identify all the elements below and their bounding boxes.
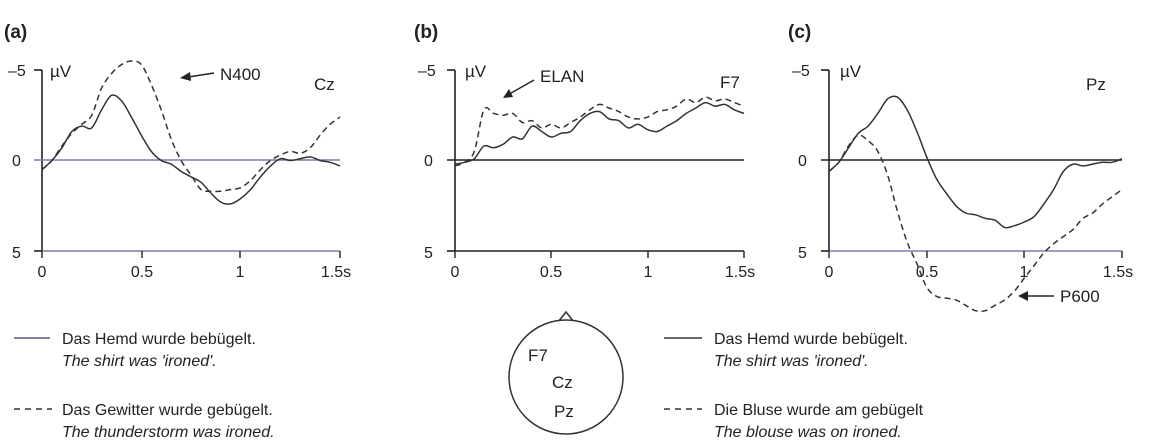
panel-a-xtick-05: 0.5 — [131, 264, 153, 281]
legend-c-dashed-en: The blouse was on ironed. — [714, 424, 902, 441]
panel-c-ytick-neg5: –5 — [792, 63, 810, 80]
panel-c-series-dashed — [828, 134, 1123, 313]
panel-c-letter: (c) — [788, 22, 811, 43]
panel-b-xtick-1: 1 — [644, 264, 653, 281]
panel-b-xtick-15: 1.5s — [725, 264, 755, 281]
panel-a-xtick-15: 1.5s — [321, 264, 351, 281]
panel-a: (a) –5 µV 0 5 0 0.5 1 1.5s Cz N400 — [4, 22, 351, 281]
panel-a-xtick-0: 0 — [38, 264, 47, 281]
panel-a-electrode-label: Cz — [314, 75, 335, 94]
legend-c-solid-en: The shirt was 'ironed'. — [714, 353, 869, 370]
panel-c-xtick-0: 0 — [825, 264, 834, 281]
electrode-head-map: F7 Cz Pz — [508, 310, 624, 435]
panel-b-xtick-05: 0.5 — [540, 264, 562, 281]
legend-a-solid-en: The shirt was 'ironed'. — [62, 353, 217, 370]
panel-b-annotation-arrowhead — [503, 89, 513, 98]
panel-a-unit-label: µV — [50, 62, 72, 81]
panel-c: (c) –5 µV 0 5 0 0.5 1 1.5s Pz P600 — [788, 22, 1133, 313]
panel-c-ytick-5: 5 — [798, 245, 807, 262]
panel-b: (b) –5 µV 0 5 0 0.5 1 1.5s F7 ELAN — [414, 22, 755, 281]
panel-a-series-solid — [41, 94, 341, 205]
panel-a-series-dashed — [41, 60, 341, 193]
head-label-f7: F7 — [528, 346, 548, 365]
panel-b-electrode-label: F7 — [720, 73, 740, 92]
panel-c-xtick-15: 1.5s — [1103, 264, 1133, 281]
legend-c: Das Hemd wurde bebügelt. The shirt was '… — [664, 331, 924, 441]
panel-c-xtick-1: 1 — [1020, 264, 1029, 281]
panel-c-xtick-05: 0.5 — [916, 264, 938, 281]
panel-a-annotation-label: N400 — [220, 65, 261, 84]
legend-c-dashed-de: Die Bluse wurde am gebügelt — [714, 402, 924, 419]
panel-a-annotation-arrowhead — [180, 72, 191, 81]
panel-c-annotation-arrowhead — [1018, 291, 1028, 301]
head-label-cz: Cz — [552, 373, 573, 392]
panel-b-series-solid — [454, 101, 745, 165]
legend-a-dashed-de: Das Gewitter wurde gebügelt. — [62, 402, 273, 419]
legend-a-solid-de: Das Hemd wurde bebügelt. — [62, 331, 256, 348]
panel-c-annotation-label: P600 — [1060, 287, 1100, 306]
head-label-pz: Pz — [554, 402, 574, 421]
legend-a: Das Hemd wurde bebügelt. The shirt was '… — [14, 331, 275, 441]
panel-b-series-dashed — [454, 96, 745, 167]
head-outline — [508, 319, 624, 435]
panel-a-letter: (a) — [4, 22, 27, 43]
legend-a-dashed-en: The thunderstorm was ironed. — [62, 424, 275, 441]
panel-c-ytick-0: 0 — [798, 153, 807, 170]
panel-a-ytick-0: 0 — [12, 153, 21, 170]
panel-a-ytick-5: 5 — [12, 245, 21, 262]
panel-b-unit-label: µV — [465, 62, 487, 81]
panel-c-electrode-label: Pz — [1086, 75, 1106, 94]
panel-c-series-solid — [828, 95, 1123, 229]
panel-a-xtick-1: 1 — [236, 264, 245, 281]
panel-b-annotation-label: ELAN — [540, 67, 584, 86]
panel-b-ytick-0: 0 — [424, 153, 433, 170]
legend-c-solid-de: Das Hemd wurde bebügelt. — [714, 331, 908, 348]
panel-b-ytick-neg5: –5 — [418, 63, 436, 80]
panel-b-xtick-0: 0 — [451, 264, 460, 281]
panel-b-letter: (b) — [414, 22, 438, 43]
panel-c-unit-label: µV — [840, 62, 862, 81]
panel-a-ytick-neg5: –5 — [8, 63, 26, 80]
panel-b-ytick-5: 5 — [424, 245, 433, 262]
